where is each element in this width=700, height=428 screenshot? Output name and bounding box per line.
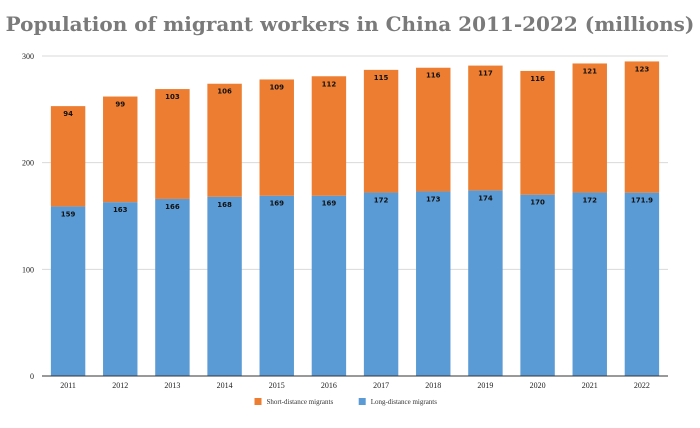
chart-title: Population of migrant workers in China 2…	[5, 12, 695, 36]
y-tick-label: 200	[22, 159, 34, 168]
bar-short-distance	[416, 67, 451, 192]
bar-short-distance	[468, 65, 503, 191]
y-tick-label: 100	[22, 265, 34, 274]
data-label: 163	[113, 206, 128, 214]
data-label: 94	[63, 110, 73, 118]
data-label: 115	[374, 74, 389, 82]
data-label: 166	[165, 203, 180, 211]
data-label: 159	[61, 210, 76, 218]
data-label: 116	[530, 75, 545, 83]
bar-long-distance	[311, 195, 347, 376]
bar-short-distance	[50, 106, 86, 207]
bar-long-distance	[103, 202, 138, 376]
legend-label: Short-distance migrants	[267, 398, 334, 406]
bar-short-distance	[520, 70, 555, 195]
data-label: 171.9	[631, 197, 653, 205]
bar-short-distance	[259, 79, 294, 196]
data-label: 99	[115, 101, 125, 109]
data-label: 109	[269, 83, 284, 91]
data-label: 170	[530, 199, 545, 207]
y-tick-label: 0	[30, 372, 34, 381]
data-label: 117	[478, 70, 493, 78]
x-tick-label: 2018	[425, 381, 441, 390]
bar-long-distance	[155, 198, 190, 376]
bar-long-distance	[259, 195, 294, 376]
bar-short-distance	[311, 76, 347, 196]
legend-swatch	[254, 398, 262, 405]
bar-long-distance	[207, 196, 242, 376]
bar-long-distance	[520, 194, 555, 376]
bar-long-distance	[416, 191, 451, 376]
bar-short-distance	[363, 69, 399, 193]
y-tick-label: 300	[22, 52, 34, 61]
legend-label: Long-distance migrants	[371, 398, 438, 406]
bar-long-distance	[363, 192, 399, 376]
bar-short-distance	[624, 61, 660, 193]
data-label: 172	[582, 197, 597, 205]
x-tick-label: 2017	[373, 381, 389, 390]
bar-short-distance	[207, 83, 242, 197]
legend-swatch	[358, 398, 366, 405]
x-tick-label: 2011	[60, 381, 76, 390]
x-tick-label: 2016	[321, 381, 337, 390]
data-label: 169	[322, 200, 337, 208]
data-label: 106	[217, 88, 232, 96]
data-label: 169	[269, 200, 284, 208]
data-label: 112	[322, 80, 337, 88]
data-label: 168	[217, 201, 232, 209]
bar-short-distance	[155, 89, 190, 199]
data-label: 116	[426, 72, 441, 80]
bar-long-distance	[468, 190, 503, 376]
bar-long-distance	[50, 206, 86, 376]
x-tick-label: 2015	[269, 381, 285, 390]
data-label: 174	[478, 194, 493, 202]
data-label: 123	[635, 65, 650, 73]
x-tick-label: 2014	[217, 381, 233, 390]
bar-short-distance	[103, 96, 138, 203]
bar-long-distance	[624, 192, 660, 376]
bar-short-distance	[572, 63, 607, 193]
data-label: 121	[582, 67, 597, 75]
x-tick-label: 2012	[112, 381, 128, 390]
x-tick-label: 2020	[530, 381, 546, 390]
data-label: 172	[374, 197, 389, 205]
x-tick-label: 2022	[634, 381, 650, 390]
x-tick-label: 2013	[164, 381, 180, 390]
x-tick-label: 2021	[582, 381, 598, 390]
data-label: 173	[426, 195, 441, 203]
data-label: 103	[165, 93, 180, 101]
bar-long-distance	[572, 192, 607, 376]
x-tick-label: 2019	[477, 381, 493, 390]
